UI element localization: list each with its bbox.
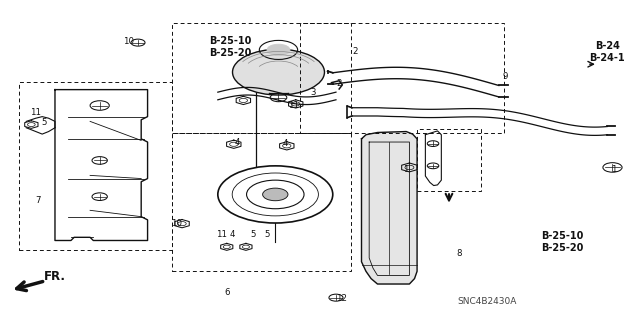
Text: 11: 11 (287, 101, 299, 110)
Text: 1: 1 (403, 165, 409, 174)
Text: 11: 11 (216, 230, 227, 239)
Text: 3: 3 (311, 88, 316, 97)
Text: B-24
B-24-1: B-24 B-24-1 (589, 41, 625, 63)
Text: B-25-10
B-25-20: B-25-10 B-25-20 (541, 231, 584, 253)
Text: 7: 7 (35, 196, 40, 205)
Text: 4: 4 (230, 230, 236, 239)
Text: FR.: FR. (44, 271, 65, 283)
Bar (172, 23, 351, 132)
Text: SNC4B2430A: SNC4B2430A (458, 297, 517, 306)
Text: 5: 5 (250, 230, 256, 239)
Text: 6: 6 (225, 288, 230, 297)
Text: 10: 10 (171, 219, 182, 228)
Circle shape (262, 188, 288, 201)
Text: 11: 11 (30, 108, 42, 117)
Text: 10: 10 (123, 38, 134, 47)
Text: 9: 9 (502, 72, 508, 81)
Bar (172, 133, 351, 271)
Text: 4: 4 (282, 139, 287, 148)
Text: 4: 4 (234, 137, 240, 146)
Text: 1: 1 (611, 165, 616, 174)
Text: 12: 12 (335, 294, 347, 303)
Polygon shape (362, 131, 417, 284)
Text: 2: 2 (353, 47, 358, 56)
Bar (417, 129, 481, 191)
Text: B-25-10
B-25-20: B-25-10 B-25-20 (209, 35, 252, 58)
Circle shape (232, 49, 324, 95)
Text: 5: 5 (42, 118, 47, 128)
Text: 2: 2 (337, 79, 342, 88)
Bar (300, 23, 504, 133)
Bar (19, 82, 172, 250)
Text: 8: 8 (456, 249, 462, 258)
Text: 5: 5 (265, 230, 270, 239)
Circle shape (267, 44, 290, 56)
